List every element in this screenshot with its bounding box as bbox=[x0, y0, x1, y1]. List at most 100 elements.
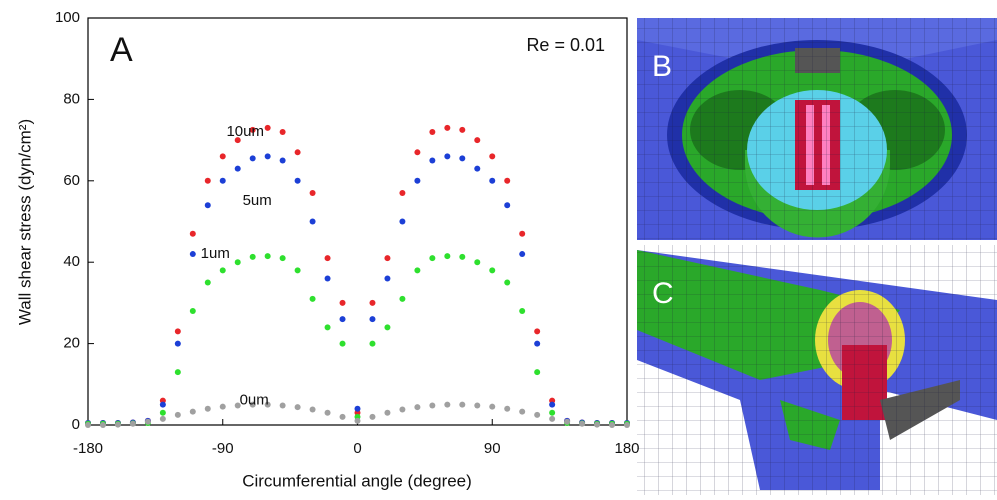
data-point bbox=[459, 254, 465, 260]
panel-c-image: C bbox=[637, 245, 997, 495]
data-point bbox=[325, 410, 331, 416]
data-point bbox=[474, 259, 480, 265]
data-point bbox=[340, 316, 346, 322]
data-point bbox=[504, 178, 510, 184]
data-point bbox=[624, 422, 630, 428]
data-point bbox=[489, 267, 495, 273]
data-point bbox=[579, 421, 585, 427]
data-point bbox=[280, 157, 286, 163]
data-point bbox=[594, 422, 600, 428]
data-point bbox=[280, 402, 286, 408]
data-point bbox=[384, 324, 390, 330]
data-point bbox=[534, 341, 540, 347]
series-label: 5um bbox=[243, 192, 272, 209]
data-point bbox=[325, 255, 331, 261]
data-point bbox=[369, 341, 375, 347]
data-point bbox=[429, 129, 435, 135]
data-point bbox=[414, 149, 420, 155]
data-point bbox=[414, 267, 420, 273]
data-point bbox=[369, 414, 375, 420]
data-point bbox=[459, 402, 465, 408]
data-point bbox=[175, 341, 181, 347]
data-point bbox=[429, 157, 435, 163]
data-point bbox=[250, 254, 256, 260]
data-point bbox=[160, 402, 166, 408]
data-point bbox=[504, 280, 510, 286]
data-point bbox=[534, 412, 540, 418]
data-point bbox=[504, 202, 510, 208]
data-point bbox=[205, 406, 211, 412]
annotation: Re = 0.01 bbox=[526, 35, 605, 55]
data-point bbox=[220, 153, 226, 159]
data-point bbox=[459, 127, 465, 133]
data-point bbox=[115, 422, 121, 428]
data-point bbox=[190, 231, 196, 237]
data-point bbox=[399, 219, 405, 225]
data-point bbox=[295, 404, 301, 410]
x-tick-label: 180 bbox=[614, 440, 639, 457]
data-point bbox=[444, 402, 450, 408]
data-point bbox=[280, 255, 286, 261]
series-label: 1um bbox=[201, 245, 230, 262]
data-point bbox=[414, 404, 420, 410]
y-axis-title: Wall shear stress (dyn/cm²) bbox=[15, 119, 34, 325]
data-point bbox=[175, 412, 181, 418]
data-point bbox=[310, 190, 316, 196]
y-tick-label: 80 bbox=[63, 90, 80, 107]
data-point bbox=[504, 406, 510, 412]
data-point bbox=[609, 422, 615, 428]
data-point bbox=[160, 416, 166, 422]
data-point bbox=[444, 125, 450, 131]
data-point bbox=[235, 166, 241, 172]
data-point bbox=[459, 155, 465, 161]
y-tick-label: 0 bbox=[72, 416, 80, 433]
data-point bbox=[429, 255, 435, 261]
data-point bbox=[444, 253, 450, 259]
data-point bbox=[429, 402, 435, 408]
data-point bbox=[414, 178, 420, 184]
data-point bbox=[295, 267, 301, 273]
data-point bbox=[340, 414, 346, 420]
data-point bbox=[474, 402, 480, 408]
plot-frame bbox=[88, 18, 627, 425]
figure: B C A Re = 0.01 Circumferential angle (d… bbox=[0, 0, 997, 500]
data-point bbox=[399, 190, 405, 196]
data-point bbox=[369, 316, 375, 322]
data-point bbox=[310, 296, 316, 302]
data-point bbox=[519, 251, 525, 257]
data-point bbox=[175, 328, 181, 334]
data-point bbox=[384, 275, 390, 281]
data-point bbox=[474, 166, 480, 172]
data-point bbox=[325, 275, 331, 281]
data-point bbox=[549, 416, 555, 422]
data-point bbox=[549, 402, 555, 408]
y-tick-label: 60 bbox=[63, 172, 80, 189]
data-point bbox=[205, 280, 211, 286]
data-point bbox=[205, 178, 211, 184]
data-point bbox=[325, 324, 331, 330]
data-point bbox=[190, 251, 196, 257]
data-point bbox=[220, 267, 226, 273]
data-point bbox=[265, 125, 271, 131]
y-tick-label: 100 bbox=[55, 9, 80, 26]
x-tick-label: -180 bbox=[73, 440, 103, 457]
data-point bbox=[519, 409, 525, 415]
data-point bbox=[399, 407, 405, 413]
data-point bbox=[250, 155, 256, 161]
data-point bbox=[220, 178, 226, 184]
y-tick-label: 20 bbox=[63, 335, 80, 352]
panel-label: B bbox=[652, 50, 672, 83]
data-point bbox=[235, 259, 241, 265]
data-point bbox=[549, 410, 555, 416]
x-axis-title: Circumferential angle (degree) bbox=[242, 471, 472, 490]
panel-label: A bbox=[110, 31, 133, 69]
x-tick-label: -90 bbox=[212, 440, 234, 457]
data-point bbox=[85, 422, 91, 428]
data-point bbox=[355, 406, 361, 412]
data-point bbox=[190, 308, 196, 314]
data-point bbox=[295, 178, 301, 184]
data-point bbox=[175, 369, 181, 375]
data-point bbox=[145, 419, 151, 425]
data-point bbox=[355, 418, 361, 424]
data-point bbox=[265, 253, 271, 259]
